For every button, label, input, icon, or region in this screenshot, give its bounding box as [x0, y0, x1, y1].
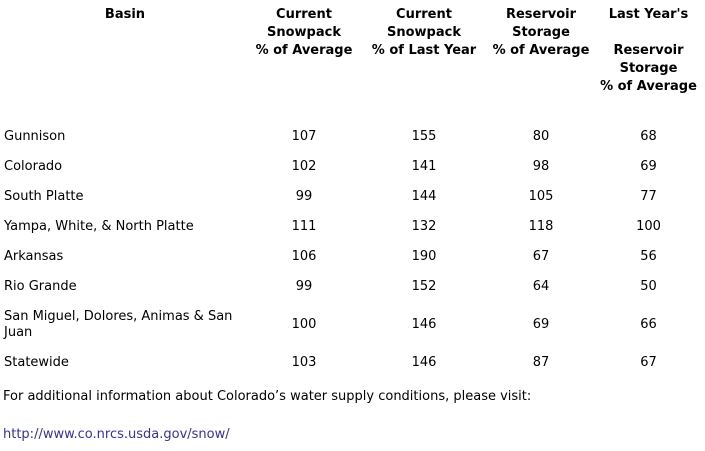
value-cell: 102 — [291, 159, 317, 174]
value-cell: 107 — [291, 129, 317, 144]
value-cell: 141 — [411, 159, 437, 174]
table-row: Arkansas 106 190 67 56 — [0, 242, 705, 272]
value-cell: 87 — [532, 355, 550, 370]
table-row: South Platte 99 144 105 77 — [0, 182, 705, 212]
footer-link-line: http://www.co.nrcs.usda.gov/snow/ — [3, 427, 705, 442]
column-header-basin: Basin — [104, 7, 146, 22]
value-cell: 146 — [411, 355, 437, 370]
basin-name: Gunnison — [4, 129, 66, 144]
basin-name: South Platte — [4, 189, 84, 204]
basin-name: Arkansas — [4, 249, 64, 264]
value-cell: 99 — [295, 279, 313, 294]
basin-cell: Arkansas — [0, 242, 250, 272]
table-row: San Miguel, Dolores, Animas & San Juan 1… — [0, 302, 705, 348]
value-cell: 98 — [532, 159, 550, 174]
value-cell: 100 — [291, 317, 317, 332]
basin-cell: Colorado — [0, 152, 250, 182]
table-row: Gunnison 107 155 80 68 — [0, 122, 705, 152]
table-header: Basin Current Snowpack % of Average Curr… — [0, 0, 705, 122]
value-cell: 132 — [411, 219, 437, 234]
basin-cell: San Miguel, Dolores, Animas & San Juan — [0, 302, 250, 348]
basin-name: San Miguel, Dolores, Animas & San Juan — [4, 309, 233, 340]
value-cell: 69 — [640, 159, 657, 174]
snow-link[interactable]: http://www.co.nrcs.usda.gov/snow/ — [3, 427, 230, 442]
table-row: Rio Grande 99 152 64 50 — [0, 272, 705, 302]
table-row: Statewide 103 146 87 67 — [0, 348, 705, 378]
basin-name: Statewide — [4, 355, 69, 370]
value-cell: 77 — [640, 189, 657, 204]
table-row: Yampa, White, & North Platte 111 132 118… — [0, 212, 705, 242]
value-cell: 155 — [411, 129, 437, 144]
value-cell: 100 — [636, 219, 661, 234]
value-cell: 103 — [291, 355, 317, 370]
footer-note: For additional information about Colorad… — [3, 389, 532, 404]
basin-cell: Yampa, White, & North Platte — [0, 212, 250, 242]
basin-name: Rio Grande — [4, 279, 77, 294]
basin-cell: Gunnison — [0, 122, 250, 152]
value-cell: 56 — [640, 249, 657, 264]
value-cell: 105 — [528, 189, 554, 204]
basin-name: Yampa, White, & North Platte — [4, 219, 194, 234]
value-cell: 106 — [291, 249, 317, 264]
value-cell: 80 — [532, 129, 550, 144]
value-cell: 152 — [411, 279, 437, 294]
value-cell: 69 — [532, 317, 550, 332]
value-cell: 66 — [640, 317, 657, 332]
value-cell: 68 — [640, 129, 657, 144]
value-cell: 64 — [532, 279, 550, 294]
column-header-reservoir-storage-avg: Reservoir Storage % of Average — [492, 7, 590, 58]
value-cell: 146 — [411, 317, 437, 332]
value-cell: 67 — [640, 355, 657, 370]
basin-name: Colorado — [4, 159, 63, 174]
value-cell: 190 — [411, 249, 437, 264]
column-header-current-snowpack-avg: Current Snowpack % of Average — [255, 7, 353, 58]
value-cell: 99 — [295, 189, 313, 204]
column-header-current-snowpack-last-year: Current Snowpack % of Last Year — [371, 7, 477, 58]
column-header-last-year-reservoir-storage: Last Year's Reservoir Storage % of Avera… — [600, 7, 697, 94]
value-cell: 111 — [291, 219, 317, 234]
water-supply-table: Basin Current Snowpack % of Average Curr… — [0, 0, 705, 378]
value-cell: 118 — [528, 219, 554, 234]
value-cell: 67 — [532, 249, 550, 264]
value-cell: 50 — [640, 279, 657, 294]
value-cell: 144 — [411, 189, 437, 204]
basin-cell: Statewide — [0, 348, 250, 378]
basin-cell: South Platte — [0, 182, 250, 212]
basin-cell: Rio Grande — [0, 272, 250, 302]
table-row: Colorado 102 141 98 69 — [0, 152, 705, 182]
